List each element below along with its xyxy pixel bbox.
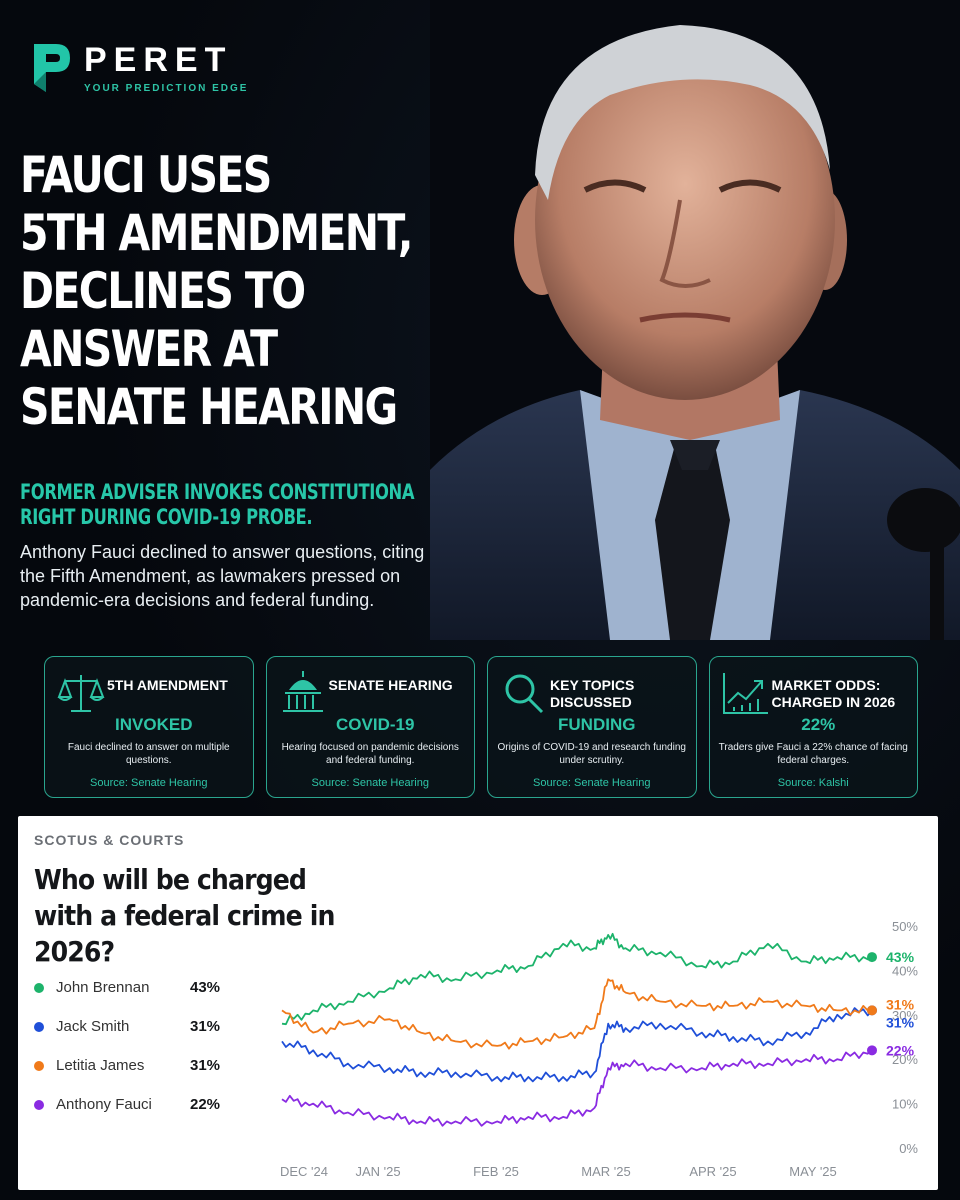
headline: FAUCI USES 5TH AMENDMENT, DECLINES TO AN… [20,146,413,436]
headline-line: SENATE HEARING [20,378,398,436]
chart-title: Who will be charged with a federal crime… [34,863,335,968]
headline-line: 5TH AMENDMENT, [20,204,413,262]
x-tick-label: JAN '25 [355,1164,400,1179]
series-line [281,1049,873,1127]
magnifier-icon [505,674,544,714]
y-tick-label: 50% [892,919,918,934]
x-tick-label: APR '25 [689,1164,736,1179]
y-tick-label: 20% [892,1052,918,1067]
card-key-topics: KEY TOPICS DISCUSSED FUNDING Origins of … [487,656,697,798]
trend-chart-icon [722,673,768,714]
legend-name: Anthony Fauci [56,1096,152,1113]
legend-item-brennan[interactable]: John Brennan 43% [34,968,234,1007]
chart-panel: SCOTUS & COURTS Who will be charged with… [18,816,938,1190]
card-description: Fauci declined to answer on multiple que… [67,742,230,766]
legend-dot [34,1099,44,1110]
headline-line: ANSWER AT [20,320,278,378]
card-value: FUNDING [558,715,636,734]
legend-name: Jack Smith [56,1018,130,1035]
card-market-odds: MARKET ODDS: CHARGED IN 2026 22% Traders… [708,656,918,798]
article-body: Anthony Fauci declined to answer questio… [20,542,425,610]
legend-value: 43% [190,979,221,996]
legend-dot [34,982,44,993]
capitol-icon [282,671,323,712]
series-end-label: 31% [886,1014,915,1030]
series-line [281,932,873,1026]
card-source: Source: Kalshi [777,777,849,789]
portrait-photo [430,0,960,640]
series-end-point [867,1045,877,1056]
series-end-label: 43% [886,949,915,965]
card-value: COVID-19 [336,715,415,734]
legend-item-james[interactable]: Letitia James 31% [34,1046,234,1085]
subheadline-line: RIGHT DURING COVID-19 PROBE. [20,505,313,529]
series-line [281,978,872,1050]
x-tick-label: MAR '25 [581,1164,630,1179]
card-description: Traders give Fauci a 22% chance of facin… [718,742,908,766]
series-end-point [867,1005,877,1016]
headline-line: FAUCI USES [20,146,272,204]
legend-dot [34,1060,44,1071]
card-source: Source: Senate Hearing [533,777,651,789]
series-end-label: 31% [886,996,915,1012]
headline-line: DECLINES TO [20,262,306,320]
series-end-point [867,952,877,963]
legend-item-smith[interactable]: Jack Smith 31% [34,1007,234,1046]
card-value: INVOKED [115,715,193,734]
y-tick-label: 10% [892,1097,918,1112]
brand-tagline: YOUR PREDICTION EDGE [84,82,249,94]
card-title: KEY TOPICS DISCUSSED [550,677,635,710]
legend-value: 31% [190,1018,221,1035]
chart-legend: John Brennan 43% Jack Smith 31% Letitia … [34,968,234,1124]
brand: PERET YOUR PREDICTION EDGE [30,40,248,96]
peret-logo-icon [34,44,70,92]
series-line [281,1007,873,1083]
card-title: MARKET ODDS: CHARGED IN 2026 [771,677,896,710]
card-title: 5TH AMENDMENT [107,677,228,693]
y-tick-label: 0% [899,1141,918,1156]
card-source: Source: Senate Hearing [90,777,208,789]
legend-value: 31% [190,1057,221,1074]
card-title: SENATE HEARING [328,677,453,693]
legend-item-fauci[interactable]: Anthony Fauci 22% [34,1085,234,1124]
card-source: Source: Senate Hearing [311,777,429,789]
brand-name: PERET [84,40,233,79]
subheadline-line: FORMER ADVISER INVOKES CONSTITUTIONA [20,480,415,504]
card-description: Origins of COVID-19 and research funding… [497,742,686,766]
legend-name: John Brennan [56,979,150,996]
series-end-label: 22% [886,1042,915,1058]
legend-dot [34,1021,44,1032]
y-tick-label: 30% [892,1008,918,1023]
legend-value: 22% [190,1096,221,1113]
info-cards: 5TH AMENDMENT INVOKED Fauci declined to … [44,656,918,798]
subheadline: FORMER ADVISER INVOKES CONSTITUTIONA RIG… [20,480,426,530]
chart-category: SCOTUS & COURTS [34,832,185,848]
card-value: 22% [801,715,836,734]
scales-icon [57,675,105,712]
x-tick-label: DEC '24 [280,1164,328,1179]
line-chart: 0% 10% 20% 30% 40% 50% DEC '24 JAN '25 FEB '25 MA… [280,919,918,1179]
card-senate-hearing: SENATE HEARING COVID-19 Hearing focused … [265,656,475,798]
card-5th-amendment: 5TH AMENDMENT INVOKED Fauci declined to … [44,656,254,798]
x-tick-label: FEB '25 [473,1164,519,1179]
y-tick-label: 40% [892,963,918,978]
legend-name: Letitia James [56,1057,145,1074]
x-tick-label: MAY '25 [789,1164,837,1179]
card-description: Hearing focused on pandemic decisions an… [281,742,459,766]
